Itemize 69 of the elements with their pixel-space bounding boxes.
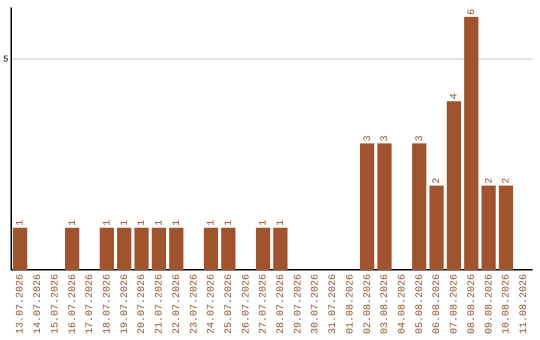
x-tick-label: 16.07.2026 xyxy=(68,274,79,334)
x-tick-label: 20.07.2026 xyxy=(137,274,148,334)
y-tick-label: 5 xyxy=(2,54,8,64)
x-tick-label: 01.08.2026 xyxy=(345,274,356,334)
data-label: 1 xyxy=(172,220,183,226)
x-tick-label: 11.08.2026 xyxy=(518,274,530,334)
x-tick-label: 24.07.2026 xyxy=(206,274,218,334)
bar xyxy=(464,16,478,270)
x-tick-label: 05.08.2026 xyxy=(414,274,426,334)
data-label: 1 xyxy=(258,220,270,226)
x-tick-label: 31.07.2026 xyxy=(328,274,340,334)
data-label: 3 xyxy=(380,135,392,142)
bar xyxy=(169,228,184,270)
bar xyxy=(65,228,80,270)
bar xyxy=(482,186,496,270)
x-tick-label: 06.08.2026 xyxy=(432,274,444,334)
data-label: 2 xyxy=(484,178,496,184)
x-tick-label: 25.07.2026 xyxy=(224,274,235,334)
data-label: 1 xyxy=(120,220,131,226)
bar xyxy=(256,228,270,270)
bar xyxy=(204,228,218,270)
x-tick-label: 03.08.2026 xyxy=(380,274,392,334)
x-tick-label: 27.07.2026 xyxy=(258,274,270,334)
data-label: 2 xyxy=(432,178,444,184)
x-tick-label: 08.08.2026 xyxy=(466,274,478,334)
data-label: 1 xyxy=(224,220,235,226)
x-tick-label: 15.07.2026 xyxy=(50,274,62,334)
data-label: 6 xyxy=(466,8,478,15)
bar xyxy=(429,186,444,270)
data-label: 1 xyxy=(276,220,288,226)
data-label: 1 xyxy=(16,220,27,226)
x-tick-label: 30.07.2026 xyxy=(310,274,322,334)
data-label: 1 xyxy=(102,220,114,226)
x-tick-label: 14.07.2026 xyxy=(33,274,44,334)
bar xyxy=(152,228,166,270)
bar xyxy=(100,228,114,270)
x-tick-label: 04.08.2026 xyxy=(397,274,408,334)
bar xyxy=(360,143,374,270)
bar xyxy=(498,186,514,270)
bar xyxy=(377,143,392,270)
bar xyxy=(273,228,288,270)
x-tick-label: 29.07.2026 xyxy=(293,274,304,334)
x-tick-label: 10.08.2026 xyxy=(502,274,513,334)
bar xyxy=(412,143,426,270)
data-label: 1 xyxy=(154,220,166,226)
bar xyxy=(117,228,132,270)
x-tick-label: 07.08.2026 xyxy=(450,274,461,334)
x-tick-label: 18.07.2026 xyxy=(102,274,114,334)
data-label: 1 xyxy=(137,220,148,226)
x-tick-label: 13.07.2026 xyxy=(16,274,27,334)
x-tick-label: 26.07.2026 xyxy=(241,274,252,334)
data-label: 3 xyxy=(414,135,426,142)
x-tick-label: 19.07.2026 xyxy=(120,274,131,334)
bar xyxy=(221,228,236,270)
bar xyxy=(134,228,149,270)
data-label: 1 xyxy=(68,220,79,226)
x-tick-label: 22.07.2026 xyxy=(172,274,183,334)
data-label: 1 xyxy=(206,220,218,226)
x-tick-label: 23.07.2026 xyxy=(189,274,200,334)
x-tick-label: 17.07.2026 xyxy=(85,274,96,334)
bar xyxy=(12,228,28,270)
x-tick-label: 21.07.2026 xyxy=(154,274,166,334)
x-tick-label: 02.08.2026 xyxy=(362,274,374,334)
data-label: 3 xyxy=(362,135,374,142)
x-tick-label: 09.08.2026 xyxy=(484,274,496,334)
bar xyxy=(446,101,462,270)
data-label: 4 xyxy=(450,93,461,100)
data-label: 2 xyxy=(502,178,513,184)
x-tick-label: 28.07.2026 xyxy=(276,274,288,334)
